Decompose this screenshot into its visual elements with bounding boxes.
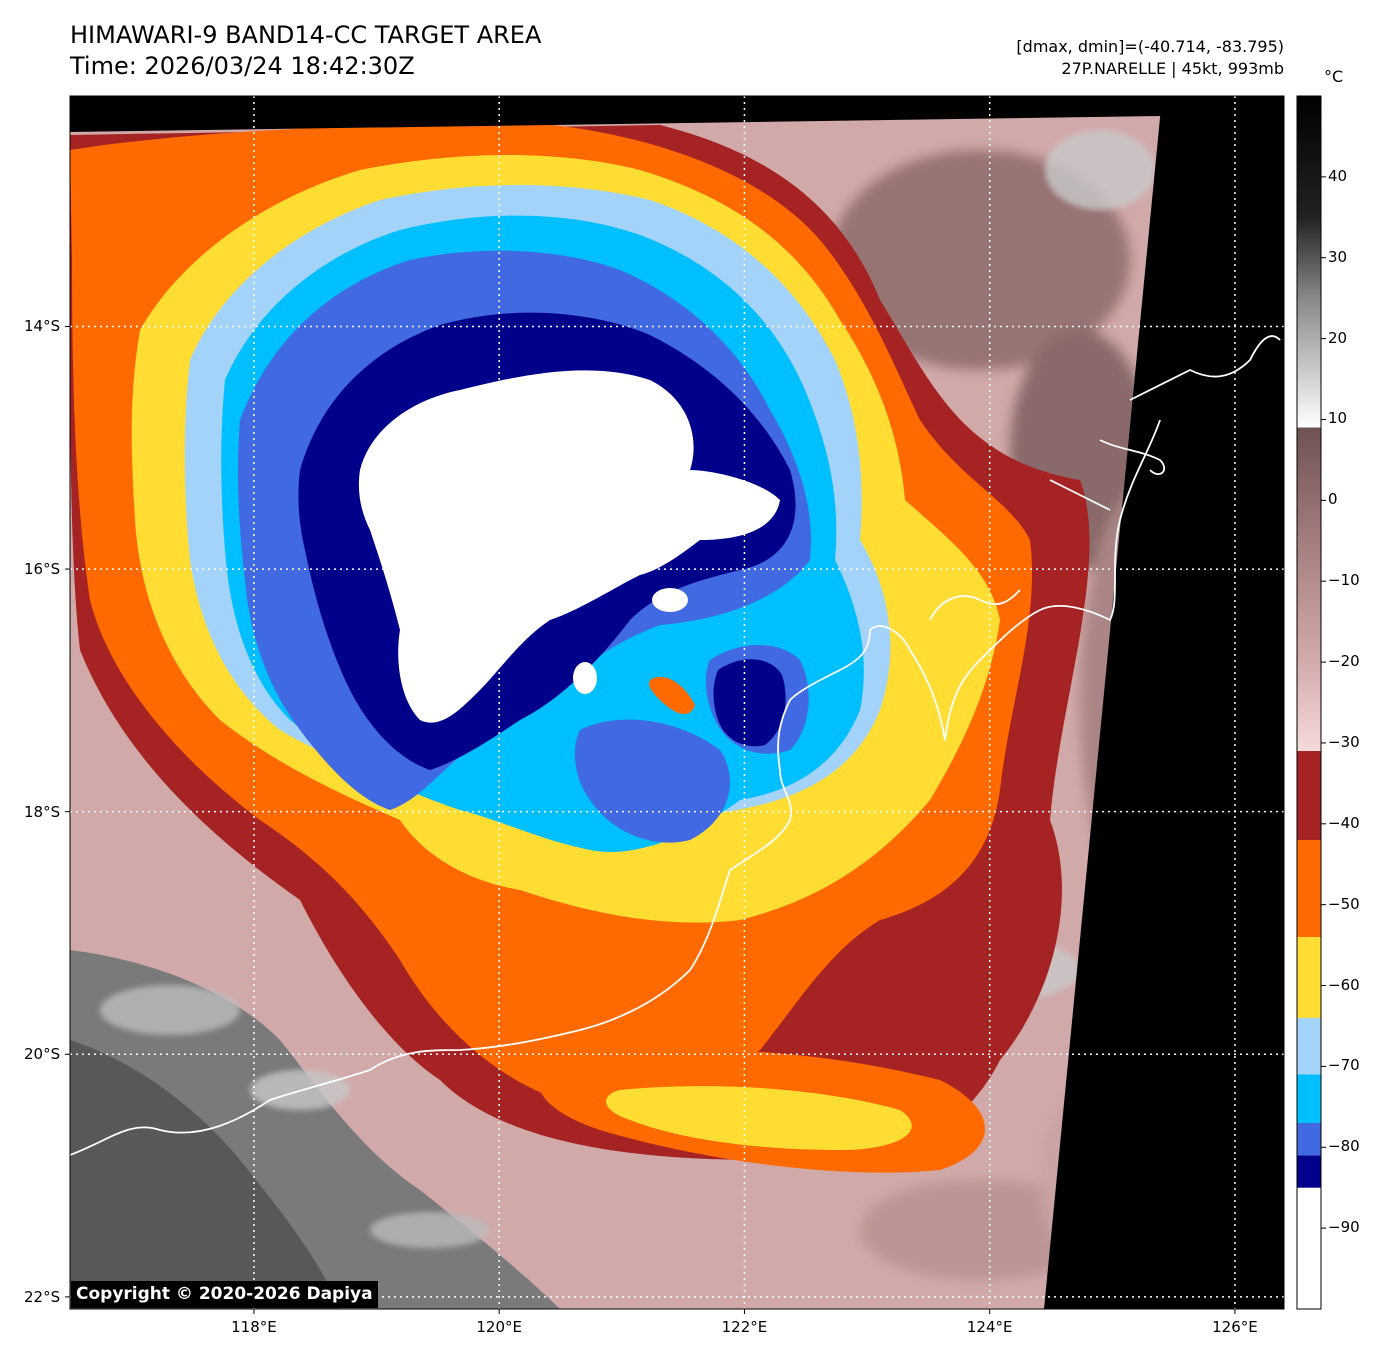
warm-land-area <box>70 130 1155 1309</box>
lon-label: 126°E <box>1212 1318 1258 1336</box>
band-orange-spot <box>649 676 695 715</box>
cloud-bands <box>70 122 1090 1173</box>
colorbar-unit: °C <box>1324 67 1344 86</box>
time-label: Time: 2026/03/24 18:42:30Z <box>70 52 415 80</box>
lat-label: 16°S <box>24 560 61 579</box>
axis-ticks <box>65 325 1236 1314</box>
lon-label: 118°E <box>231 1318 277 1336</box>
colorbar-tick-label: −30 <box>1328 732 1360 751</box>
colorbar-tick-label: −50 <box>1328 894 1360 913</box>
chart-title: HIMAWARI-9 BAND14-CC TARGET AREA <box>70 21 542 49</box>
colorbar-tick-label: 10 <box>1328 409 1348 428</box>
plot-area <box>70 96 1284 1309</box>
colorbar-tick-label: 20 <box>1328 328 1348 347</box>
lon-label: 120°E <box>476 1318 522 1336</box>
lat-label: 14°S <box>24 317 61 336</box>
colorbar-band-0 <box>1297 1187 1321 1309</box>
colorbar-band-2 <box>1297 1123 1321 1156</box>
colorbar-tick-label: 40 <box>1328 166 1348 185</box>
band-yellow-south <box>606 1086 912 1150</box>
band-white-spot-2 <box>573 662 597 694</box>
lat-label: 20°S <box>24 1045 61 1064</box>
colorbar-tick-label: −90 <box>1328 1218 1360 1237</box>
colorbar-tick-label: −60 <box>1328 975 1360 994</box>
band-white-core <box>358 370 780 723</box>
colorbar-band-1 <box>1297 1155 1321 1188</box>
lat-label: 22°S <box>24 1287 61 1306</box>
storm-info: 27P.NARELLE | 45kt, 993mb <box>1061 59 1284 78</box>
range-info: [dmax, dmin]=(-40.714, -83.795) <box>1016 37 1284 56</box>
lat-label: 18°S <box>24 802 61 821</box>
colorbar-tick-label: −80 <box>1328 1137 1360 1156</box>
colorbar-band-6 <box>1297 839 1321 938</box>
band-navy-east <box>713 659 786 747</box>
colorbar-tick-label: 0 <box>1328 490 1338 509</box>
no-data-top <box>70 96 1284 132</box>
plot-frame <box>69 95 1285 1310</box>
colorbar <box>1296 95 1326 1310</box>
band-white-spot <box>652 588 688 612</box>
colorbar-tick-label: −10 <box>1328 571 1360 590</box>
gridlines <box>70 96 1284 1309</box>
colorbar-tick-label: −20 <box>1328 652 1360 671</box>
colorbar-tick-label: −70 <box>1328 1056 1360 1075</box>
colorbar-tick-label: −40 <box>1328 813 1360 832</box>
colorbar-ticks <box>1321 176 1326 1229</box>
colorbar-bands <box>1297 751 1321 1309</box>
lon-label: 124°E <box>966 1318 1013 1336</box>
coastline <box>70 335 1281 1156</box>
colorbar-frame <box>1296 95 1322 1310</box>
colorbar-band-4 <box>1297 1017 1321 1075</box>
lon-label: 122°E <box>721 1318 768 1336</box>
no-data-east <box>1044 96 1284 1309</box>
colorbar-tick-label: 30 <box>1328 247 1348 266</box>
band-royalblue-south <box>574 719 730 843</box>
colorbar-band-5 <box>1297 937 1321 1018</box>
copyright-notice: Copyright © 2020-2026 Dapiya <box>71 1281 378 1308</box>
colorbar-band-7 <box>1297 751 1321 840</box>
colorbar-band-3 <box>1297 1074 1321 1124</box>
